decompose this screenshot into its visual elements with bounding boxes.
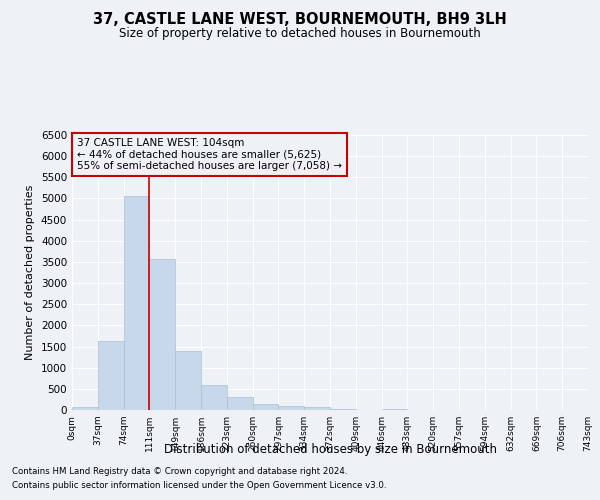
Bar bbox=[175, 351, 201, 410]
Bar bbox=[98, 340, 124, 410]
Bar bbox=[278, 406, 304, 410]
Bar bbox=[72, 408, 98, 410]
Bar bbox=[304, 408, 330, 410]
Text: Contains HM Land Registry data © Crown copyright and database right 2024.: Contains HM Land Registry data © Crown c… bbox=[12, 467, 347, 476]
Text: Contains public sector information licensed under the Open Government Licence v3: Contains public sector information licen… bbox=[12, 481, 386, 490]
Bar bbox=[253, 404, 278, 410]
Bar bbox=[149, 258, 175, 410]
Y-axis label: Number of detached properties: Number of detached properties bbox=[25, 185, 35, 360]
Text: 37 CASTLE LANE WEST: 104sqm
← 44% of detached houses are smaller (5,625)
55% of : 37 CASTLE LANE WEST: 104sqm ← 44% of det… bbox=[77, 138, 342, 171]
Bar bbox=[227, 398, 253, 410]
Text: Distribution of detached houses by size in Bournemouth: Distribution of detached houses by size … bbox=[163, 442, 497, 456]
Text: 37, CASTLE LANE WEST, BOURNEMOUTH, BH9 3LH: 37, CASTLE LANE WEST, BOURNEMOUTH, BH9 3… bbox=[93, 12, 507, 28]
Bar bbox=[330, 408, 356, 410]
Bar bbox=[382, 408, 407, 410]
Bar bbox=[124, 196, 149, 410]
Bar bbox=[201, 384, 227, 410]
Text: Size of property relative to detached houses in Bournemouth: Size of property relative to detached ho… bbox=[119, 28, 481, 40]
